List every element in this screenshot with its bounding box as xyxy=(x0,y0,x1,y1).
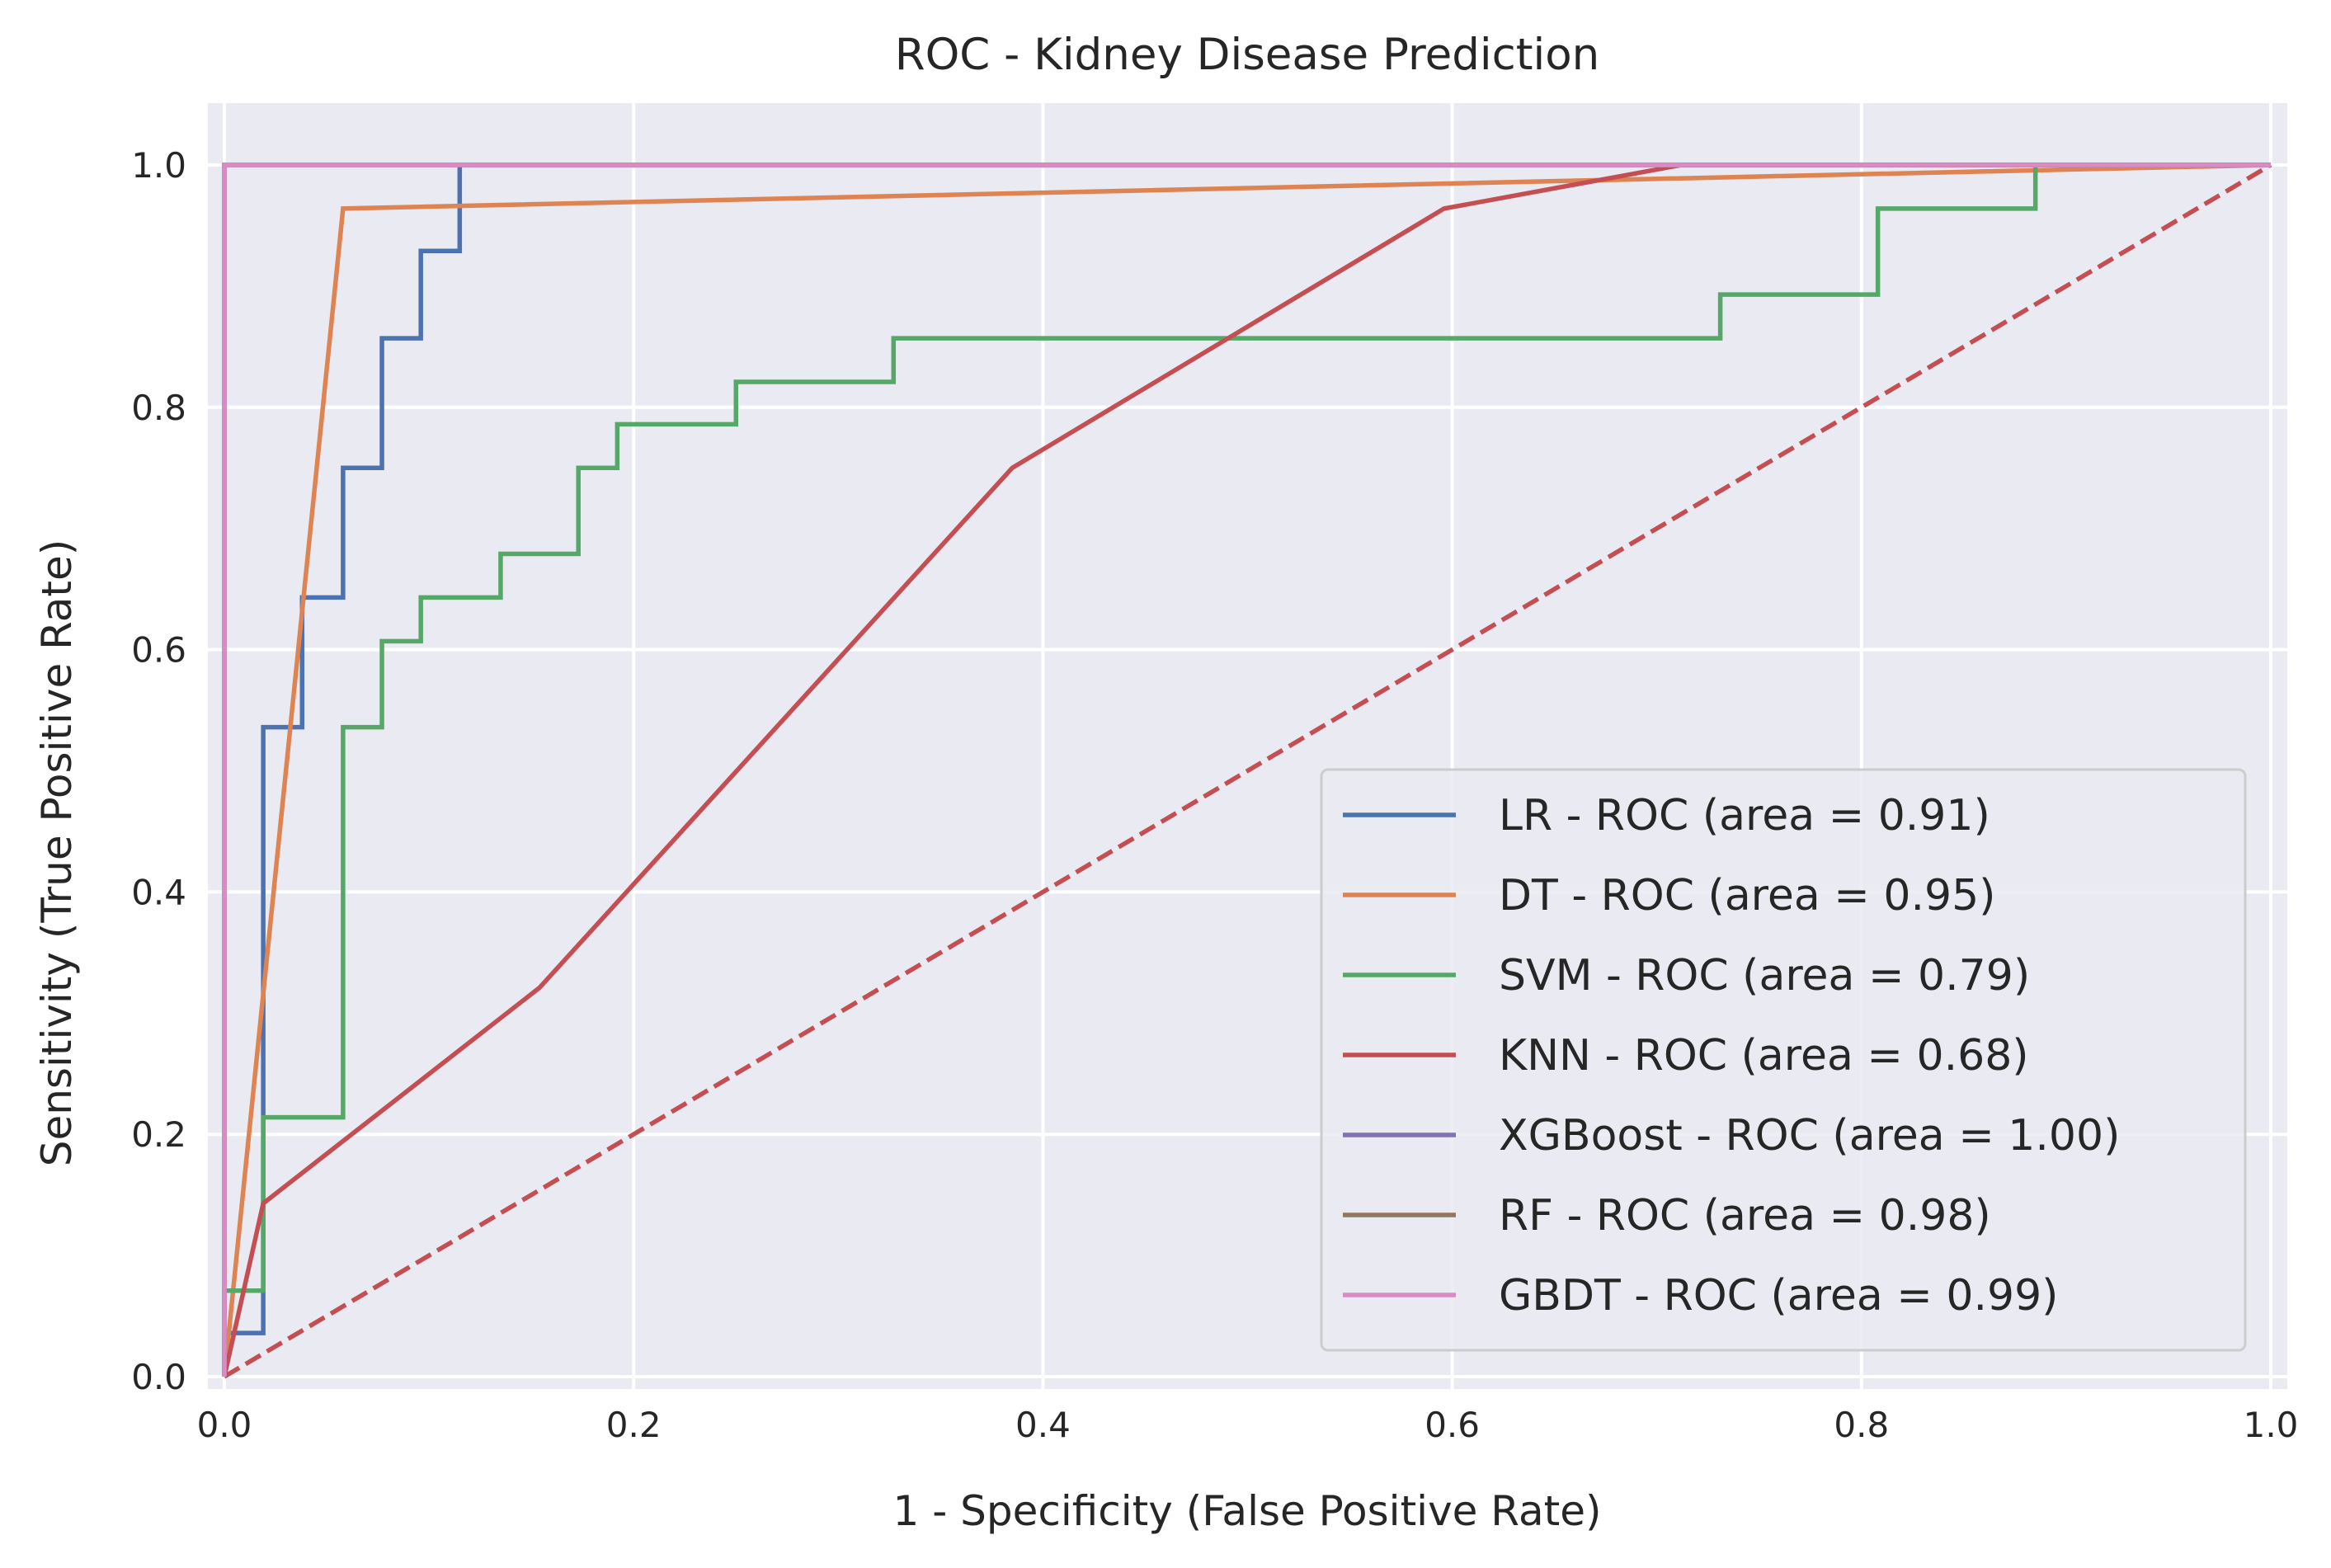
y-tick-label: 1.0 xyxy=(131,145,186,186)
x-tick-label: 0.2 xyxy=(606,1405,662,1445)
legend-box xyxy=(1320,768,2247,1352)
legend-label: KNN - ROC (area = 0.68) xyxy=(1499,1031,2029,1081)
y-tick-label: 0.4 xyxy=(131,872,186,912)
x-tick-label: 0.8 xyxy=(1834,1405,1889,1445)
y-tick-label: 0.6 xyxy=(131,630,186,671)
x-tick-label: 0.0 xyxy=(197,1405,252,1445)
legend-label: GBDT - ROC (area = 0.99) xyxy=(1499,1271,2058,1321)
series-line-6 xyxy=(222,162,2271,1377)
series-line-2 xyxy=(222,162,2271,1377)
y-tick-label: 0.2 xyxy=(131,1114,186,1155)
series-layer xyxy=(222,162,2272,1379)
chart-title: ROC - Kidney Disease Prediction xyxy=(895,30,1600,80)
legend-label: DT - ROC (area = 0.95) xyxy=(1499,871,1995,921)
x-tick-label: 0.6 xyxy=(1424,1405,1480,1445)
legend: LR - ROC (area = 0.91) DT - ROC (area = 0… xyxy=(1320,768,2247,1352)
x-tick-label: 0.4 xyxy=(1015,1405,1071,1445)
x-tick-label: 1.0 xyxy=(2244,1405,2299,1445)
tick-labels: 0.0 0.2 0.4 0.6 0.8 1.0 0.0 0.2 0.4 0.6 0.8 1.0 xyxy=(131,145,2298,1445)
y-tick-label: 0.8 xyxy=(131,388,186,428)
legend-label: LR - ROC (area = 0.91) xyxy=(1499,791,1990,841)
y-axis-label: Sensitivity (True Positive Rate) xyxy=(33,539,81,1167)
reference-diagonal-line xyxy=(223,162,2272,1379)
y-tick-label: 0.0 xyxy=(131,1357,186,1397)
legend-label: SVM - ROC (area = 0.79) xyxy=(1499,951,2030,1001)
legend-label: XGBoost - ROC (area = 1.00) xyxy=(1499,1111,2120,1161)
series-line-1 xyxy=(222,162,2272,1377)
x-axis-label: 1 - Specificity (False Positive Rate) xyxy=(893,1487,1602,1535)
legend-label: RF - ROC (area = 0.98) xyxy=(1499,1191,1991,1241)
